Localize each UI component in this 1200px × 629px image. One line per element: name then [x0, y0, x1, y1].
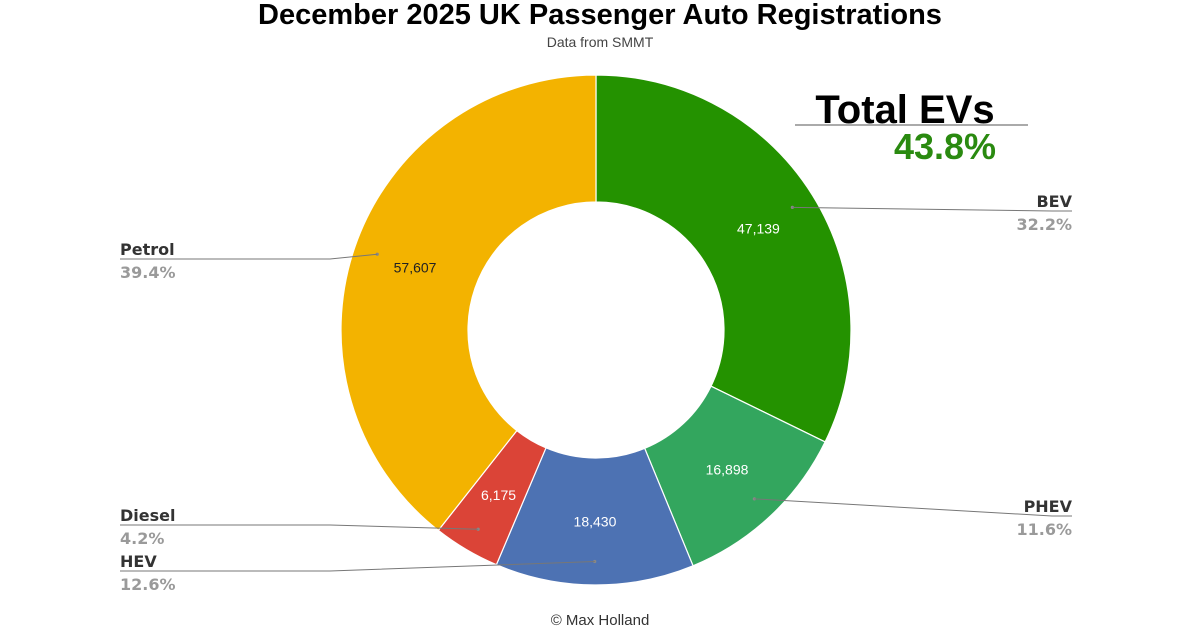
value-label-hev: 18,430	[574, 513, 617, 529]
donut-slices	[340, 74, 852, 586]
leader-line-bev	[792, 206, 1072, 212]
leader-line-petrol	[120, 253, 378, 260]
value-label-phev: 16,898	[706, 462, 749, 478]
chart-title: December 2025 UK Passenger Auto Registra…	[258, 0, 942, 31]
slice-percent-phev: 11.6%	[1016, 520, 1072, 539]
slice-percent-diesel: 4.2%	[120, 529, 164, 548]
slice-petrol	[340, 74, 597, 532]
slice-name-bev: BEV	[1036, 192, 1072, 211]
slice-name-petrol: Petrol	[120, 240, 175, 259]
slice-percent-petrol: 39.4%	[120, 263, 176, 282]
slice-hev	[495, 447, 694, 586]
callout-value: 43.8%	[894, 126, 996, 167]
slice-bev	[595, 74, 852, 443]
leader-line-phev	[754, 498, 1072, 517]
value-label-petrol: 57,607	[394, 259, 437, 275]
leader-line-hev	[120, 560, 595, 572]
slice-labels: BEV 32.2% PHEV 11.6% HEV 12.6% Diesel 4.2% Petro…	[120, 192, 1073, 594]
callout-label: Total EVs	[815, 88, 994, 132]
slice-name-hev: HEV	[120, 552, 157, 571]
chart-subtitle: Data from SMMT	[546, 34, 654, 50]
value-labels: 47,139 16,898 18,430 6,175 57,607	[394, 221, 780, 530]
slice-name-phev: PHEV	[1024, 497, 1073, 516]
leader-line-diesel	[120, 524, 479, 530]
leader-lines	[120, 205, 1072, 572]
slice-percent-hev: 12.6%	[120, 575, 176, 594]
value-label-diesel: 6,175	[481, 487, 516, 503]
slice-percent-bev: 32.2%	[1016, 215, 1072, 234]
value-label-bev: 47,139	[737, 221, 780, 237]
slice-name-diesel: Diesel	[120, 506, 175, 525]
chart-credit: © Max Holland	[550, 612, 650, 629]
